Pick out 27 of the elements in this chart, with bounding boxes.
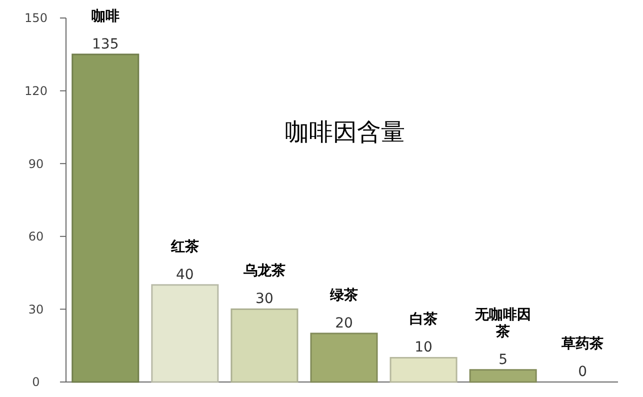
y-tick-label: 150 [24, 11, 48, 26]
x-tick-label: 草药茶 [560, 336, 604, 352]
y-tick-label: 120 [24, 84, 48, 98]
x-tick-label: 无咖啡因茶 [474, 306, 532, 340]
bar [151, 284, 219, 383]
x-tick-label: 乌龙茶 [242, 263, 286, 280]
x-tick-label: 红茶 [170, 238, 199, 255]
data-label: 40 [176, 266, 194, 283]
bar [72, 54, 140, 383]
x-tick-label: 咖啡 [91, 8, 120, 24]
text: 咖啡因含量 [285, 118, 405, 146]
bar [390, 356, 458, 383]
y-tick-label: 90 [28, 156, 44, 171]
bar [230, 308, 298, 383]
bar [469, 369, 537, 383]
x-tick-label: 绿茶 [329, 287, 358, 304]
data-label: 135 [92, 36, 119, 52]
data-label: 0 [578, 364, 588, 380]
data-label: 30 [256, 291, 274, 308]
data-label: 10 [414, 340, 432, 356]
data-label: 5 [498, 352, 508, 368]
y-tick-label: 0 [32, 375, 40, 390]
bar [310, 332, 378, 383]
x-tick-label: 白茶 [410, 312, 438, 328]
y-tick-label: 60 [28, 230, 44, 244]
y-tick-label: 30 [28, 302, 44, 316]
data-label: 20 [335, 315, 353, 332]
